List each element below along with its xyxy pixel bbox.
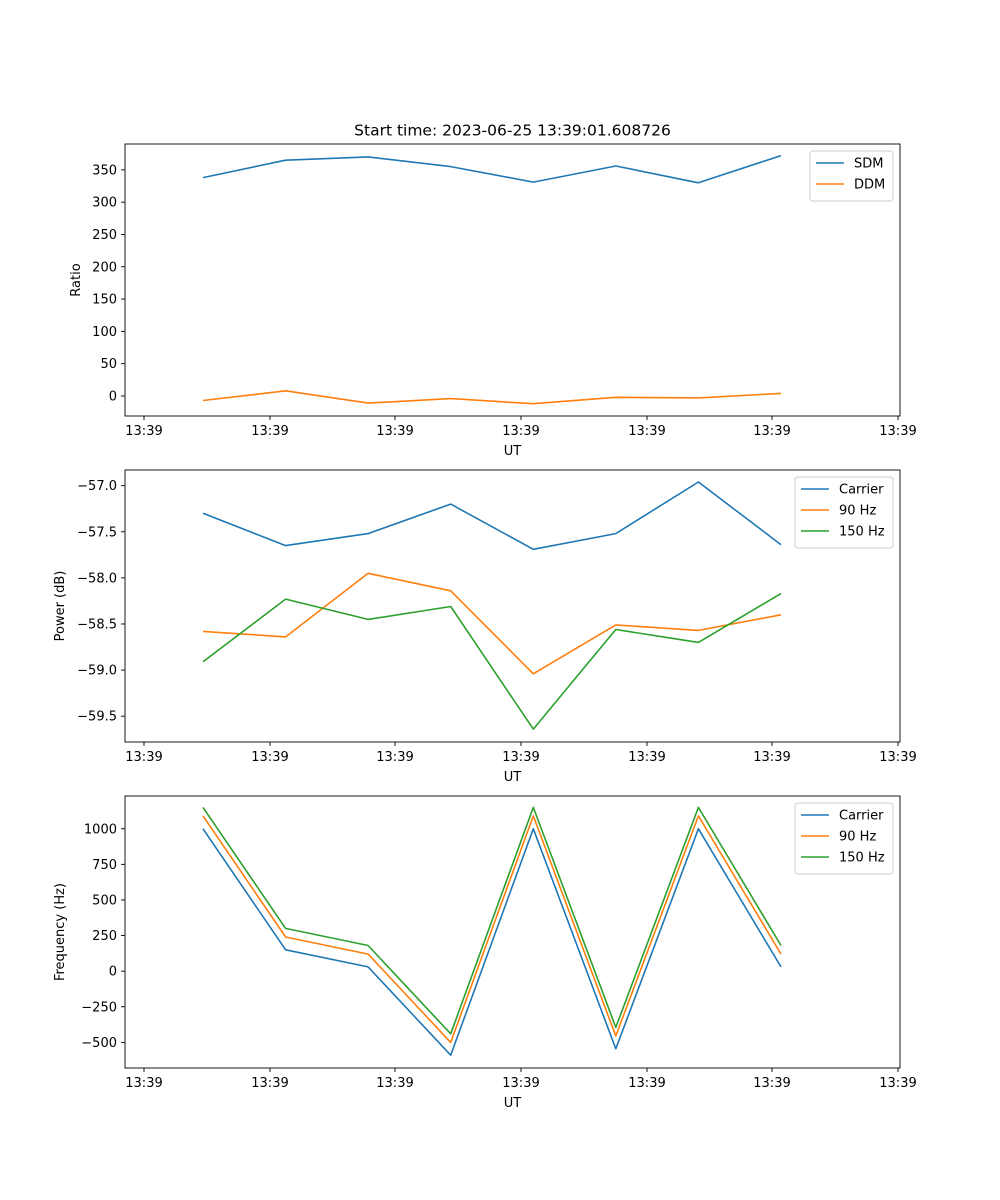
y-tick-label: 500 <box>92 893 117 908</box>
x-tick-label: 13:39 <box>628 424 665 439</box>
series-line-90-hz <box>202 572 782 675</box>
x-tick-label: 13:39 <box>753 750 790 765</box>
series-line-sdm <box>202 154 782 184</box>
y-tick-label: −57.5 <box>77 525 117 540</box>
chart-panel-1: 13:39 13:39 13:39 13:39 13:39 13:39 13:39 0 50 10… <box>69 143 917 459</box>
x-tick-label: 13:39 <box>376 424 413 439</box>
x-tick-label: 13:39 <box>879 1076 916 1091</box>
plot-frame <box>124 469 901 743</box>
legend-label: 150 Hz <box>839 851 885 866</box>
legend: Carrier 90 Hz 150 Hz <box>794 476 894 549</box>
x-tick-label: 13:39 <box>251 424 288 439</box>
series-line-150-hz <box>202 592 782 730</box>
y-tick-label: 250 <box>92 929 117 944</box>
y-tick-label: −59.5 <box>77 710 117 725</box>
legend-label: 90 Hz <box>839 830 876 845</box>
y-axis-label: Frequency (Hz) <box>53 883 68 981</box>
y-axis-label: Ratio <box>69 263 84 296</box>
legend: Carrier 90 Hz 150 Hz <box>794 802 894 875</box>
x-tick-label: 13:39 <box>502 750 539 765</box>
plot-frame <box>124 143 901 417</box>
y-tick-label: −57.0 <box>77 479 117 494</box>
legend-label: SDM <box>854 157 883 172</box>
y-tick-label: 300 <box>92 196 117 211</box>
x-tick-label: 13:39 <box>125 750 162 765</box>
y-tick-label: 1000 <box>84 822 117 837</box>
x-axis-label: UT <box>504 1096 522 1111</box>
plot-frame <box>124 795 901 1069</box>
x-tick-label: 13:39 <box>753 424 790 439</box>
legend-label: Carrier <box>839 483 884 498</box>
y-tick-label: 350 <box>92 163 117 178</box>
legend-label: Carrier <box>839 809 884 824</box>
series-line-150-hz <box>202 806 782 1035</box>
legend-label: 90 Hz <box>839 504 876 519</box>
series-line-90-hz <box>202 815 782 1044</box>
y-tick-label: 200 <box>92 260 117 275</box>
x-tick-label: 13:39 <box>376 1076 413 1091</box>
x-tick-label: 13:39 <box>879 424 916 439</box>
figure-title: Start time: 2023-06-25 13:39:01.608726 <box>354 122 671 140</box>
legend-label: DDM <box>854 178 885 193</box>
y-tick-label: −59.0 <box>77 664 117 679</box>
y-tick-label: −58.5 <box>77 617 117 632</box>
x-tick-label: 13:39 <box>879 750 916 765</box>
y-tick-label: 100 <box>92 325 117 340</box>
y-tick-label: 250 <box>92 228 117 243</box>
x-tick-label: 13:39 <box>502 1076 539 1091</box>
chart-panel-3: 13:39 13:39 13:39 13:39 13:39 13:39 13:39 −500 −… <box>53 795 917 1111</box>
y-tick-label: 50 <box>100 357 117 372</box>
x-tick-label: 13:39 <box>628 1076 665 1091</box>
legend: SDM DDM <box>809 150 894 202</box>
y-tick-label: −250 <box>81 1000 117 1015</box>
x-tick-label: 13:39 <box>502 424 539 439</box>
x-axis-label: UT <box>504 770 522 785</box>
series-line-carrier <box>202 481 782 551</box>
y-axis-label: Power (dB) <box>53 571 68 642</box>
x-tick-label: 13:39 <box>376 750 413 765</box>
x-axis-label: UT <box>504 444 522 459</box>
y-tick-label: −58.0 <box>77 571 117 586</box>
y-tick-label: 0 <box>109 389 117 404</box>
x-tick-label: 13:39 <box>125 1076 162 1091</box>
y-tick-label: 750 <box>92 858 117 873</box>
x-tick-label: 13:39 <box>125 424 162 439</box>
x-tick-label: 13:39 <box>753 1076 790 1091</box>
series-line-carrier <box>202 827 782 1056</box>
x-tick-label: 13:39 <box>628 750 665 765</box>
y-tick-label: 150 <box>92 293 117 308</box>
y-tick-label: 0 <box>109 965 117 980</box>
x-tick-label: 13:39 <box>251 750 288 765</box>
series-line-ddm <box>202 389 782 405</box>
chart-panel-2: 13:39 13:39 13:39 13:39 13:39 13:39 13:39 −59.5… <box>53 469 917 785</box>
legend-label: 150 Hz <box>839 525 885 540</box>
y-tick-label: −500 <box>81 1036 117 1051</box>
x-tick-label: 13:39 <box>251 1076 288 1091</box>
